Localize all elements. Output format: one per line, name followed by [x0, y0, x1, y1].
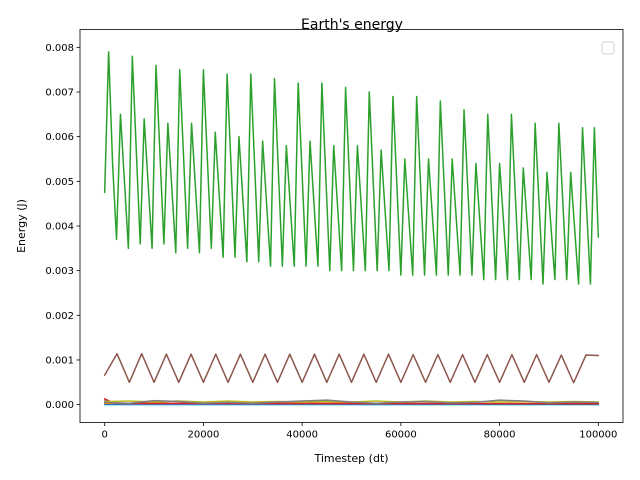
x-axis: 0 20000 40000 60000 80000 100000	[101, 422, 617, 441]
y-tick-label: 0.005	[45, 177, 74, 188]
x-tick-label: 60000	[385, 430, 417, 441]
y-tick-label: 0.004	[45, 222, 74, 233]
x-tick-label: 100000	[579, 430, 617, 441]
y-tick-label: 0.001	[45, 355, 74, 366]
series-layer	[103, 51, 600, 406]
series-line-1	[103, 51, 600, 285]
legend-box	[601, 41, 615, 55]
x-tick-label: 0	[101, 430, 107, 441]
x-axis-label: Timestep (dt)	[313, 452, 388, 465]
chart-title: Earth's energy	[301, 17, 403, 33]
y-tick-label: 0.008	[45, 43, 74, 54]
y-axis-label: Energy (J)	[15, 199, 28, 253]
y-tick-label: 0.007	[45, 88, 74, 99]
y-axis: 0.000 0.001 0.002 0.003 0.004 0.005 0.006 0.007…	[45, 43, 80, 411]
x-tick-label: 20000	[188, 430, 220, 441]
y-tick-label: 0.006	[45, 132, 74, 143]
x-tick-label: 40000	[286, 430, 318, 441]
y-tick-label: 0.002	[45, 311, 74, 322]
y-tick-label: 0.003	[45, 266, 74, 277]
x-tick-label: 80000	[484, 430, 516, 441]
series-line-2	[103, 352, 600, 384]
series-line-3	[103, 399, 600, 405]
y-tick-label: 0.000	[45, 400, 74, 411]
